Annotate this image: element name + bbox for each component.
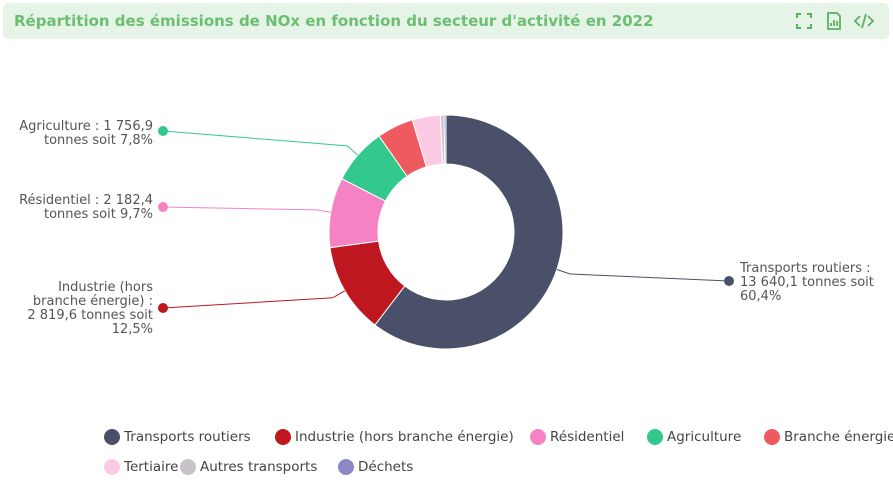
data-label-industrie-hors-branche-energie: Industrie (hors branche énergie) :2 819,6… — [27, 280, 153, 337]
slice-dechets[interactable] — [443, 114, 447, 165]
legend-swatch — [338, 459, 354, 475]
chart-title: Répartition des émissions de NOx en fonc… — [14, 12, 654, 30]
chart-header: Répartition des émissions de NOx en fonc… — [3, 3, 889, 39]
legend-label: Industrie (hors branche énergie) — [295, 429, 514, 445]
legend-label: Résidentiel — [550, 429, 625, 445]
legend-swatch — [647, 429, 663, 445]
connector-transports-routiers — [556, 269, 730, 282]
data-label-residentiel: Résidentiel : 2 182,4 tonnes soit 9,7% — [19, 193, 153, 222]
spreadsheet-icon[interactable] — [824, 11, 844, 31]
connector-agriculture — [162, 130, 359, 156]
legend-label: Autres transports — [200, 459, 318, 475]
legend-item-branche-energie[interactable]: Branche énergie — [764, 429, 893, 445]
fullscreen-icon[interactable] — [794, 11, 814, 31]
legend-item-autres-transports[interactable]: Autres transports — [180, 459, 317, 475]
legend-swatch — [275, 429, 291, 445]
legend-item-agriculture[interactable]: Agriculture — [647, 429, 741, 445]
connector-dot-transports-routiers — [724, 276, 734, 286]
legend-label: Déchets — [358, 459, 414, 475]
legend-swatch — [764, 429, 780, 445]
connector-dot-residentiel — [158, 202, 168, 212]
connector-residentiel — [162, 206, 331, 213]
legend-label: Transports routiers — [124, 429, 251, 445]
legend-item-residentiel[interactable]: Résidentiel — [530, 429, 624, 445]
connector-dot-agriculture — [158, 126, 168, 136]
legend-item-tertiaire[interactable]: Tertiaire — [104, 459, 178, 475]
legend-item-industrie-hors-branche-energie[interactable]: Industrie (hors branche énergie) — [275, 429, 514, 445]
legend-swatch — [530, 429, 546, 445]
legend-swatch — [104, 459, 120, 475]
legend-swatch — [104, 429, 120, 445]
slice-transports-routiers[interactable] — [374, 114, 564, 350]
connector-dot-industrie-hors-branche-energie — [158, 303, 168, 313]
connector-industrie-hors-branche-energie — [162, 290, 346, 309]
legend-item-dechets[interactable]: Déchets — [338, 459, 413, 475]
legend-item-transports-routiers[interactable]: Transports routiers — [104, 429, 251, 445]
legend-label: Branche énergie — [784, 429, 893, 445]
legend-swatch — [180, 459, 196, 475]
code-icon[interactable] — [854, 11, 874, 31]
data-label-agriculture: Agriculture : 1 756,9 tonnes soit 7,8% — [19, 119, 153, 148]
legend-label: Agriculture — [667, 429, 742, 445]
data-label-transports-routiers: Transports routiers :13 640,1 tonnes soi… — [739, 261, 874, 304]
legend-label: Tertiaire — [124, 459, 179, 475]
